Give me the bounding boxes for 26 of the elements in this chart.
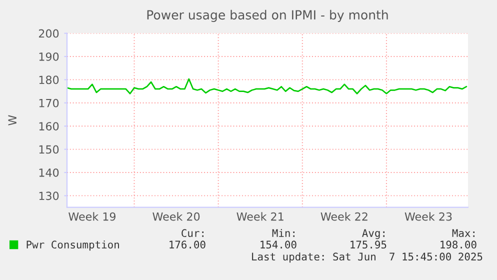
y-tick-label: 180 xyxy=(39,76,59,84)
text: Avg: xyxy=(362,229,384,240)
y-tick-label: 160 xyxy=(39,122,59,130)
y-axis-title: W xyxy=(8,115,16,126)
text: 198.00 xyxy=(440,240,476,249)
chart-title: Power usage based on IPMI - by month xyxy=(147,10,388,22)
legend-label: Pwr Consumption xyxy=(26,240,119,251)
text: Max: xyxy=(452,229,474,238)
y-tick-label: 190 xyxy=(39,52,59,61)
text: 176.00 xyxy=(170,240,206,249)
y-tick-label: 140 xyxy=(39,168,59,177)
x-tick-label: Week 21 xyxy=(236,212,284,221)
text: Min: xyxy=(272,228,294,237)
y-tick-label: 200 xyxy=(38,29,59,38)
x-tick-label: Week 20 xyxy=(152,212,200,221)
y-tick-label: 150 xyxy=(39,145,59,154)
text: Cur: xyxy=(182,229,204,238)
text: Last update: Sat Jun 7 15:45:00 2025 xyxy=(252,252,482,263)
x-tick-label: Week 23 xyxy=(404,212,452,221)
text: 154.00 xyxy=(260,240,296,249)
y-tick-label: 130 xyxy=(39,192,59,200)
line-series xyxy=(67,78,468,94)
text: 175.95 xyxy=(350,240,386,249)
y-tick-label: 170 xyxy=(39,98,59,108)
x-tick-label: Week 22 xyxy=(320,212,368,221)
x-tick-label: Week 19 xyxy=(68,212,116,221)
